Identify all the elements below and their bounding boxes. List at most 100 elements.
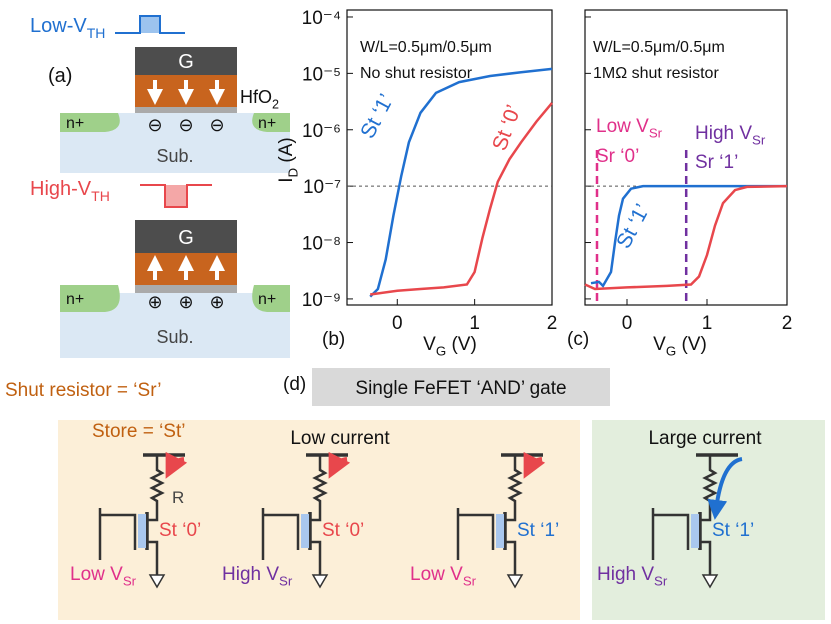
charge: ⊕ — [178, 292, 193, 312]
gate-oxide — [301, 514, 309, 548]
text-part: High V — [222, 564, 279, 585]
sd-label: n+ — [66, 115, 84, 132]
plot-frame — [346, 9, 553, 306]
x-tick-label: 1 — [469, 313, 480, 334]
text-part: Low-V — [30, 15, 87, 37]
text-part: Sr — [649, 126, 663, 141]
high-vth-label: High-VTH — [30, 178, 110, 204]
plot-frame — [584, 9, 788, 306]
source — [701, 540, 712, 575]
text-part: D — [286, 168, 301, 178]
gate — [135, 220, 237, 253]
resistor-label: R — [172, 488, 184, 507]
text-part: V — [423, 334, 436, 355]
y-tick-label: 10⁻⁴ — [302, 8, 341, 29]
store-state: St ‘0’ — [159, 520, 201, 541]
input-label: High VSr — [597, 564, 668, 589]
text-part: Sr — [752, 133, 766, 148]
text-part: Low V — [596, 116, 649, 137]
panel-label: (d) — [283, 374, 306, 395]
y-tick-label: 10⁻⁵ — [302, 64, 341, 85]
panel-label: (b) — [322, 329, 345, 350]
text-part: (A) — [276, 137, 297, 168]
interlayer — [135, 285, 237, 293]
text-part: (V) — [446, 334, 477, 355]
source — [148, 540, 159, 575]
data-line — [584, 184, 788, 291]
text-part: Sr — [123, 574, 137, 589]
gate — [458, 513, 495, 550]
y-tick-label: 10⁻⁸ — [302, 234, 341, 255]
panel-a: Low-VTH (a) G HfO2 n+ n+ ⊖ ⊖ ⊖ Sub. High… — [30, 15, 290, 358]
text-part: High V — [695, 123, 752, 144]
text-part: High-V — [30, 178, 92, 200]
x-tick-label: 1 — [702, 313, 713, 334]
text-part: Sr — [279, 574, 293, 589]
panel-label: (a) — [48, 65, 72, 87]
resistor — [506, 455, 523, 522]
gate-oxide — [691, 514, 699, 548]
gate-oxide — [138, 514, 146, 548]
gate — [263, 513, 300, 550]
large-current-label: Large current — [648, 428, 762, 449]
store-state: St ‘0’ — [322, 520, 364, 541]
charge: ⊖ — [147, 115, 162, 135]
store-state: St ‘1’ — [517, 520, 559, 541]
text-part: Sr — [654, 574, 668, 589]
gate-label: G — [178, 51, 194, 73]
annotation: No shut resistor — [360, 65, 473, 82]
source — [311, 540, 322, 575]
gate-oxide — [496, 514, 504, 548]
gate — [653, 513, 690, 550]
text-part: Low V — [70, 564, 123, 585]
drain — [252, 113, 290, 132]
polarization-up — [147, 255, 225, 280]
text-part: Low V — [410, 564, 463, 585]
legend-st: Store = ‘St’ — [92, 421, 185, 442]
text-part: TH — [91, 188, 110, 204]
text-part: High V — [597, 564, 654, 585]
series-label: St ‘1’ — [356, 90, 398, 142]
x-axis-label: VG (V) — [653, 334, 707, 359]
pulse-up — [115, 15, 185, 34]
legend-sr: Shut resistor = ‘Sr’ — [5, 380, 161, 401]
circuit: St ‘1’ High VSr — [597, 453, 754, 589]
text-part: 2 — [272, 97, 279, 111]
y-axis-label: ID (A) — [276, 137, 301, 183]
ground — [148, 574, 166, 589]
x-tick-label: 0 — [622, 313, 633, 334]
store-state: St ‘1’ — [712, 520, 754, 541]
current-arrow — [328, 451, 351, 479]
current-arrow — [707, 457, 743, 520]
input-label: Low VSr — [70, 564, 137, 589]
source — [60, 285, 120, 312]
circuit: St ‘0’ Low VSr — [70, 451, 201, 589]
sd-label: n+ — [66, 291, 84, 308]
ground — [701, 574, 719, 589]
ground — [311, 574, 329, 589]
annotation: 1MΩ shut resistor — [593, 65, 719, 82]
text-part: HfO — [240, 87, 272, 107]
drain — [252, 285, 290, 312]
gate-label: G — [178, 227, 194, 249]
threshold-state: Sr ‘0’ — [596, 146, 639, 167]
sd-label: n+ — [258, 291, 276, 308]
annotation: W/L=0.5μm/0.5μm — [360, 39, 492, 56]
current-arrow — [165, 451, 188, 479]
y-tick-label: 10⁻⁶ — [302, 121, 341, 142]
resistor — [311, 455, 328, 522]
charge: ⊕ — [209, 292, 224, 312]
text-part: Sr — [463, 574, 477, 589]
circuit: St ‘1’ Low VSr — [410, 451, 559, 589]
low-current-label: Low current — [290, 428, 390, 449]
text-part: G — [436, 344, 446, 359]
x-tick-label: 0 — [392, 313, 403, 334]
y-tick-label: 10⁻⁹ — [302, 290, 341, 311]
charge: ⊖ — [178, 115, 193, 135]
interlayer — [135, 107, 237, 113]
data-line — [369, 67, 553, 298]
threshold-state: Sr ‘1’ — [695, 152, 738, 173]
pulse-fill — [165, 185, 187, 207]
low-vth-label: Low-VTH — [30, 15, 105, 41]
